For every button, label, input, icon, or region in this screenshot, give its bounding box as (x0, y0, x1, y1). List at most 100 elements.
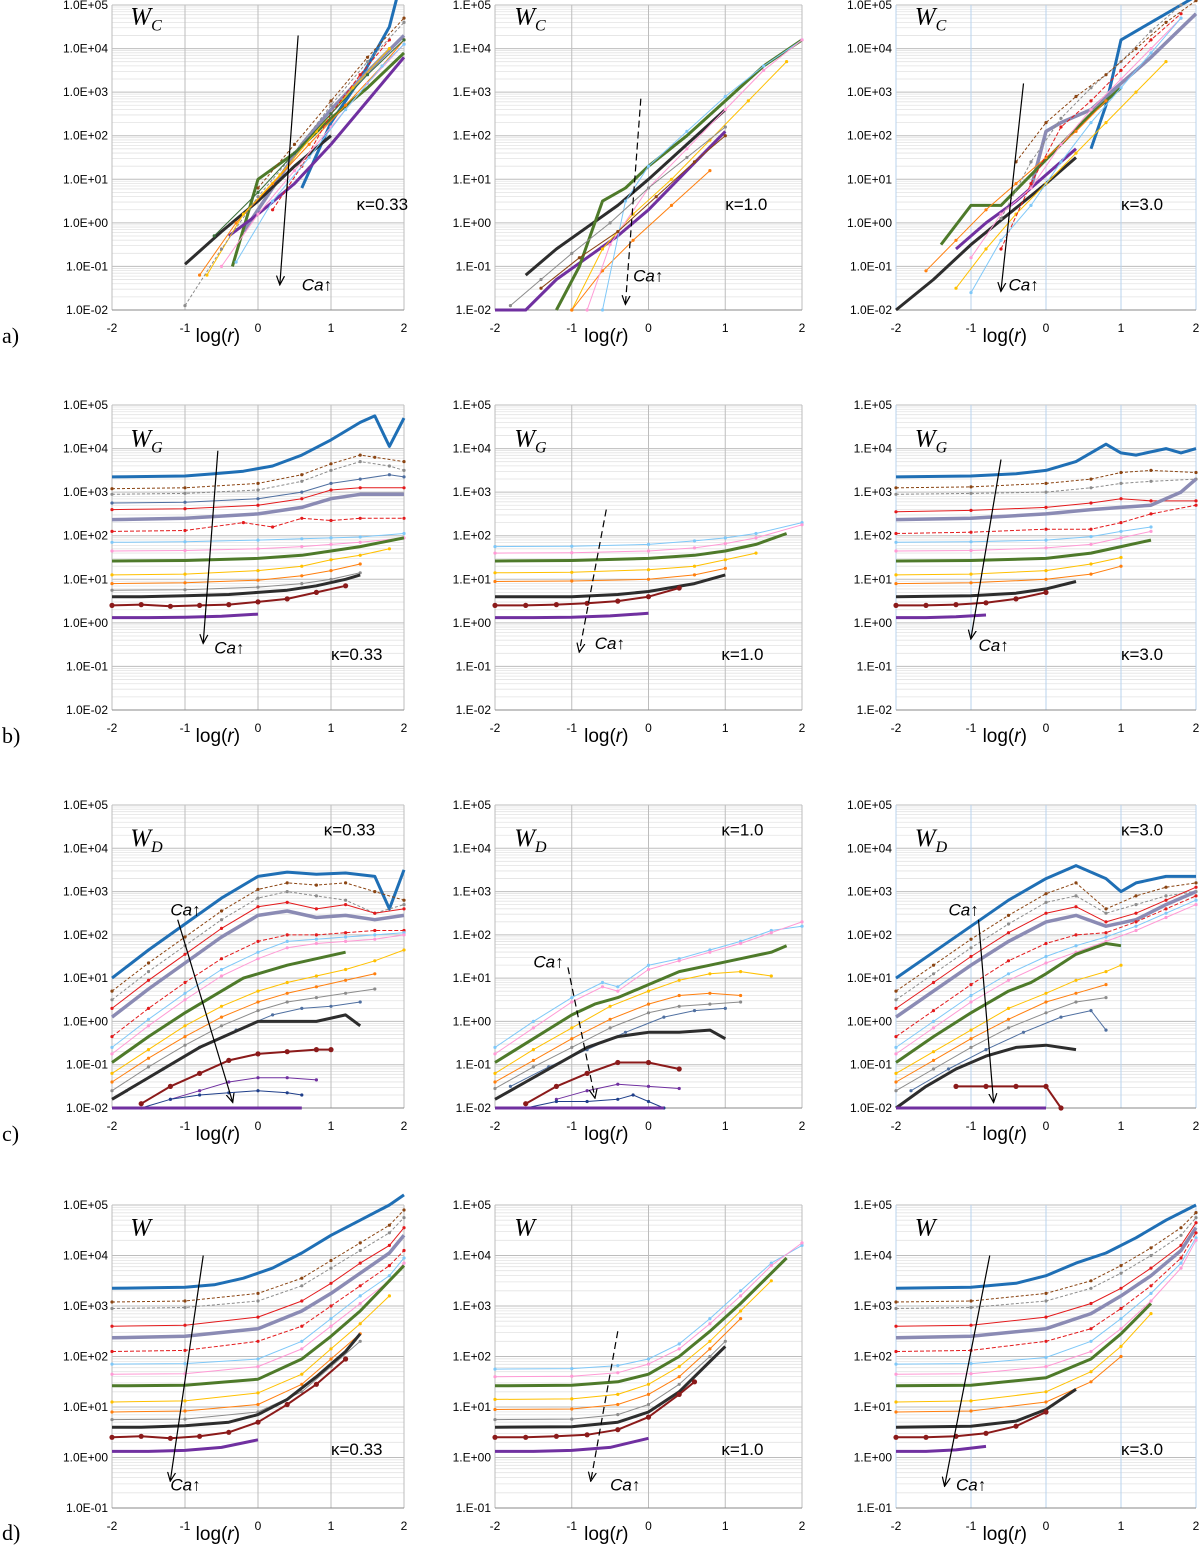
y-tick-label: 1.0E+01 (847, 971, 892, 985)
data-point (969, 485, 973, 489)
y-tick-label: 1.0E+02 (847, 129, 892, 143)
data-point (1089, 572, 1093, 576)
data-point (284, 596, 290, 602)
data-point (1134, 894, 1138, 898)
data-point (256, 1315, 260, 1319)
data-point (256, 186, 260, 190)
data-point (894, 998, 898, 1002)
series-line (895, 1240, 1197, 1375)
data-point (1119, 529, 1123, 534)
data-point (646, 989, 651, 993)
data-point (110, 1349, 114, 1354)
data-point (969, 548, 973, 553)
data-point (953, 602, 959, 608)
data-point (931, 1026, 936, 1030)
data-point (493, 579, 497, 584)
data-point (646, 1084, 651, 1088)
data-point (969, 1037, 973, 1041)
data-point (1006, 1026, 1011, 1030)
ca-label: Ca↑ (633, 267, 663, 286)
data-point (255, 599, 261, 605)
data-point (256, 1000, 260, 1004)
data-point (219, 264, 224, 268)
y-tick-label: 1.0E+05 (847, 798, 892, 812)
y-tick-label: 1.0E+05 (63, 0, 108, 12)
data-point (197, 602, 203, 609)
data-point (1044, 991, 1048, 995)
data-point (1044, 1315, 1048, 1319)
data-point (969, 1399, 973, 1403)
data-point (894, 1306, 898, 1311)
data-point (373, 928, 377, 933)
series-line (111, 934, 405, 1055)
data-point (314, 933, 318, 937)
data-point (969, 946, 973, 950)
data-point (1149, 1253, 1153, 1258)
data-point (1164, 907, 1168, 911)
data-point (1074, 944, 1078, 948)
series-line (111, 869, 406, 980)
data-point (110, 588, 114, 592)
data-point (1104, 907, 1108, 911)
x-tick-label: 2 (401, 321, 408, 335)
y-tick-label: 1.E+03 (453, 485, 492, 499)
x-tick-label: 1 (722, 1119, 729, 1133)
y-tick-label: 1.0E+05 (847, 0, 892, 12)
data-point (669, 203, 674, 207)
y-tick-label: 1.0E+03 (847, 885, 892, 899)
data-point (183, 1409, 187, 1413)
x-tick-label: 2 (799, 721, 806, 735)
y-tick-label: 1.0E+04 (847, 42, 892, 56)
data-point (677, 1004, 681, 1008)
x-tick-label: 0 (645, 1119, 652, 1133)
y-tick-label: 1.0E+04 (63, 841, 108, 855)
data-point (256, 1402, 260, 1407)
data-point (344, 881, 348, 885)
y-tick-label: 1.E+04 (854, 442, 893, 456)
ca-label: Ca↑ (595, 634, 625, 653)
data-point (531, 1026, 536, 1030)
data-point (183, 1348, 187, 1352)
series-line (111, 1264, 406, 1388)
data-point (1119, 536, 1123, 540)
data-point (255, 1051, 261, 1057)
series-group (893, 442, 1198, 620)
data-point (285, 1076, 289, 1080)
data-point (692, 573, 697, 577)
y-tick-label: 1.E-02 (456, 703, 492, 717)
panel-3-0: 1.0E-01 1.0E+00 1.0E+01 1.0E+02 1.0E+03 1.0E+… (63, 1193, 408, 1545)
series-line (970, 17, 1182, 293)
data-point (365, 60, 370, 64)
data-point (616, 1097, 620, 1101)
data-point (708, 1339, 712, 1343)
data-point (570, 1000, 574, 1004)
data-point (554, 1097, 559, 1101)
data-point (1089, 486, 1093, 490)
data-point (1089, 1286, 1093, 1290)
y-tick-label: 1.0E-01 (66, 659, 108, 673)
x-axis-label: log(r) (196, 726, 240, 747)
data-point (646, 164, 651, 168)
data-point (110, 492, 114, 496)
data-point (894, 1080, 898, 1084)
data-point (329, 99, 333, 103)
data-point (183, 1299, 187, 1303)
series-line (895, 526, 1152, 543)
x-tick-label: 0 (255, 721, 262, 735)
data-point (570, 544, 574, 548)
x-tick-label: 1 (328, 321, 335, 335)
data-point (723, 108, 727, 112)
x-tick-label: 2 (1193, 1519, 1200, 1533)
data-point (110, 1300, 114, 1304)
data-point (285, 900, 289, 905)
data-point (708, 169, 712, 173)
data-point (255, 1419, 261, 1425)
data-point (110, 1080, 114, 1084)
data-point (1134, 47, 1138, 51)
data-point (1044, 1011, 1048, 1015)
data-point (508, 304, 512, 308)
data-point (402, 1226, 406, 1230)
data-point (183, 491, 187, 495)
data-point (493, 551, 497, 555)
x-tick-label: -2 (891, 721, 902, 735)
